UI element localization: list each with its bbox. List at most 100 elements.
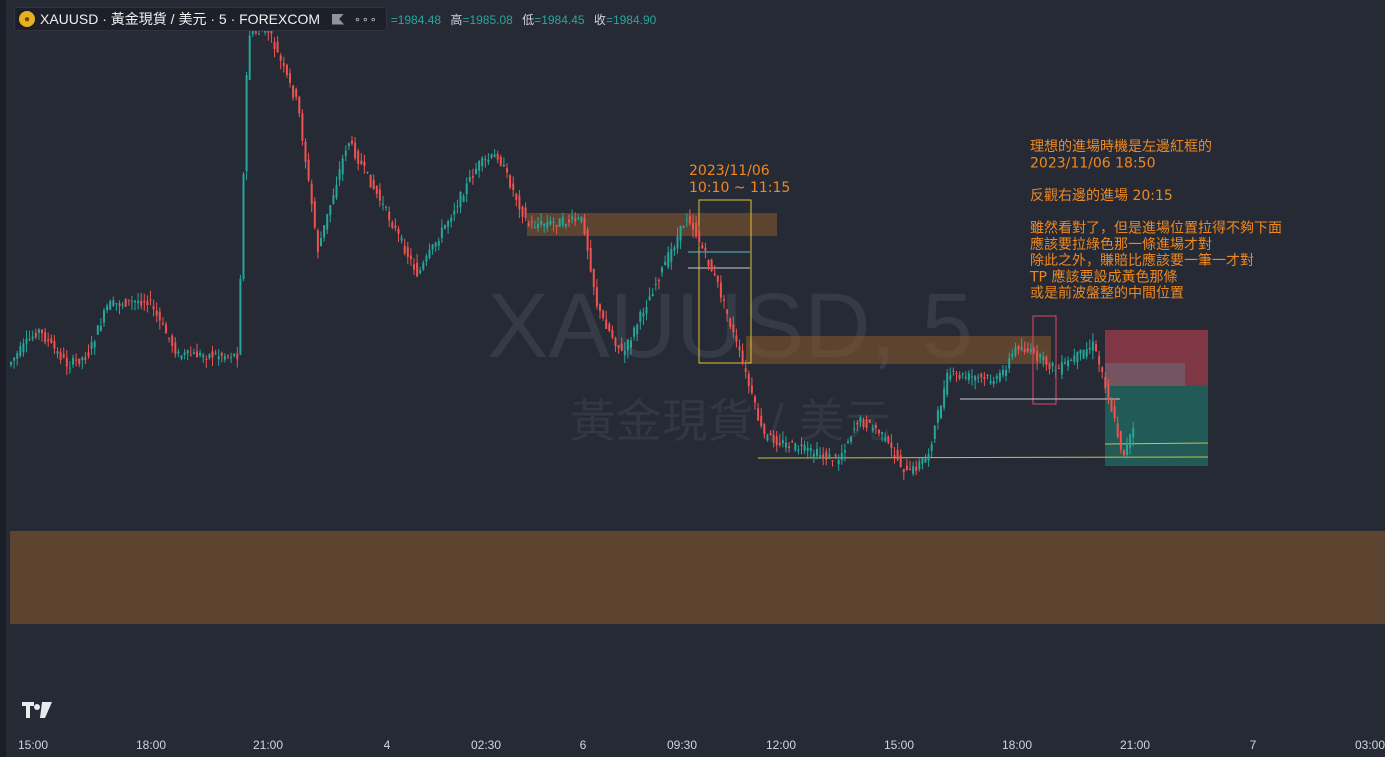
candle-body — [183, 352, 186, 355]
time-axis[interactable]: 15:00 18:00 21:00 4 02:30 6 09:30 12:00 … — [0, 731, 1385, 757]
time-tick: 18:00 — [1001, 738, 1033, 752]
candle-body — [1082, 349, 1085, 359]
entry-highlight-box[interactable] — [1032, 315, 1057, 405]
candle-body — [127, 299, 130, 301]
candle-body — [1098, 356, 1101, 365]
candle-body — [13, 357, 16, 361]
candle-body — [34, 332, 37, 338]
candle-body — [688, 215, 691, 224]
candle-body — [1036, 351, 1039, 362]
candle-body — [413, 264, 415, 270]
candle-body — [657, 280, 660, 282]
position-target-zone[interactable] — [1105, 386, 1208, 466]
candle-body — [1129, 434, 1132, 448]
candle-body — [685, 220, 688, 222]
candle-body — [599, 304, 601, 312]
candle-body — [245, 75, 248, 172]
candle-body — [763, 424, 766, 434]
candle-body — [524, 207, 527, 219]
candle-body — [949, 375, 952, 380]
candle-body — [1132, 428, 1135, 438]
candle-body — [304, 141, 307, 162]
candle-body — [633, 327, 636, 337]
candle-body — [927, 454, 930, 461]
candle-body — [397, 228, 400, 234]
candle-body — [316, 230, 319, 252]
zone-rect[interactable] — [10, 531, 1385, 624]
candle-body — [791, 441, 794, 443]
yellow-line[interactable] — [757, 456, 1209, 459]
candle-body — [794, 443, 797, 451]
candle-body — [1073, 355, 1076, 362]
candle-body — [202, 354, 205, 358]
candle-body — [915, 466, 918, 472]
candle-body — [679, 225, 682, 241]
candle-body — [537, 224, 539, 228]
candle-body — [974, 376, 977, 381]
candle-body — [651, 294, 654, 296]
price-chart[interactable]: XAUUSD, 5 黃金現貨 / 美元 2023/11/06 10:10 ~ 11… — [0, 0, 1385, 731]
candle-body — [1126, 443, 1128, 456]
candle-body — [630, 340, 632, 348]
candle-body — [130, 300, 133, 302]
more-icon[interactable]: ∘∘∘ — [354, 13, 378, 26]
candle-body — [487, 159, 490, 162]
candle-body — [1085, 349, 1088, 357]
candle-body — [568, 219, 570, 223]
gold-coin-icon: ● — [19, 11, 35, 27]
candle-body — [673, 247, 676, 251]
candle-body — [614, 337, 617, 347]
candle-body — [37, 329, 40, 333]
candle-body — [360, 160, 363, 165]
candle-body — [546, 222, 549, 228]
candle-body — [59, 352, 62, 360]
candle-body — [840, 452, 843, 460]
yellow-line[interactable] — [1104, 442, 1209, 445]
candle-body — [964, 376, 967, 379]
candle-body — [636, 324, 639, 335]
candle-body — [462, 196, 465, 202]
candle-body — [617, 344, 620, 349]
candle-body — [558, 218, 561, 228]
candle-body — [989, 381, 992, 384]
candle-body — [453, 210, 456, 215]
candle-body — [211, 351, 214, 358]
symbol-box[interactable]: ● XAUUSD · 黃金現貨 / 美元 · 5 · FOREXCOM ∘∘∘ — [14, 7, 387, 31]
candle-body — [233, 353, 236, 357]
zone-rect[interactable] — [746, 336, 1051, 364]
candle-body — [1064, 362, 1066, 364]
candle-body — [667, 252, 670, 268]
close-label: 收 — [593, 12, 606, 27]
candle-body — [1039, 354, 1042, 358]
candle-body — [230, 357, 233, 359]
candle-body — [87, 352, 90, 357]
zone-rect[interactable] — [527, 213, 777, 236]
candle-body — [196, 351, 198, 358]
candle-body — [893, 455, 896, 458]
candle-body — [155, 310, 158, 316]
candle-body — [843, 450, 846, 453]
candle-body — [955, 373, 958, 375]
candle-body — [874, 424, 877, 429]
candle-body — [248, 35, 251, 80]
candle-body — [766, 434, 769, 441]
low-label: 低 — [522, 12, 535, 27]
candle-body — [298, 96, 301, 114]
candle-body — [701, 245, 704, 249]
candle-body — [50, 338, 53, 343]
flag-icon[interactable] — [332, 13, 345, 25]
candle-body — [44, 332, 47, 343]
time-tick: 12:00 — [765, 738, 797, 752]
time-tick: 6 — [579, 738, 587, 752]
time-range-box[interactable] — [698, 199, 752, 364]
candle-body — [394, 225, 397, 228]
candle-body — [726, 309, 729, 315]
candle-body — [338, 169, 341, 180]
candle-body — [778, 442, 781, 446]
candle-body — [695, 222, 698, 237]
candle-body — [754, 396, 756, 403]
candle-body — [710, 259, 713, 272]
candle-body — [760, 415, 763, 426]
candle-body — [589, 247, 592, 272]
candle-body — [307, 159, 310, 181]
